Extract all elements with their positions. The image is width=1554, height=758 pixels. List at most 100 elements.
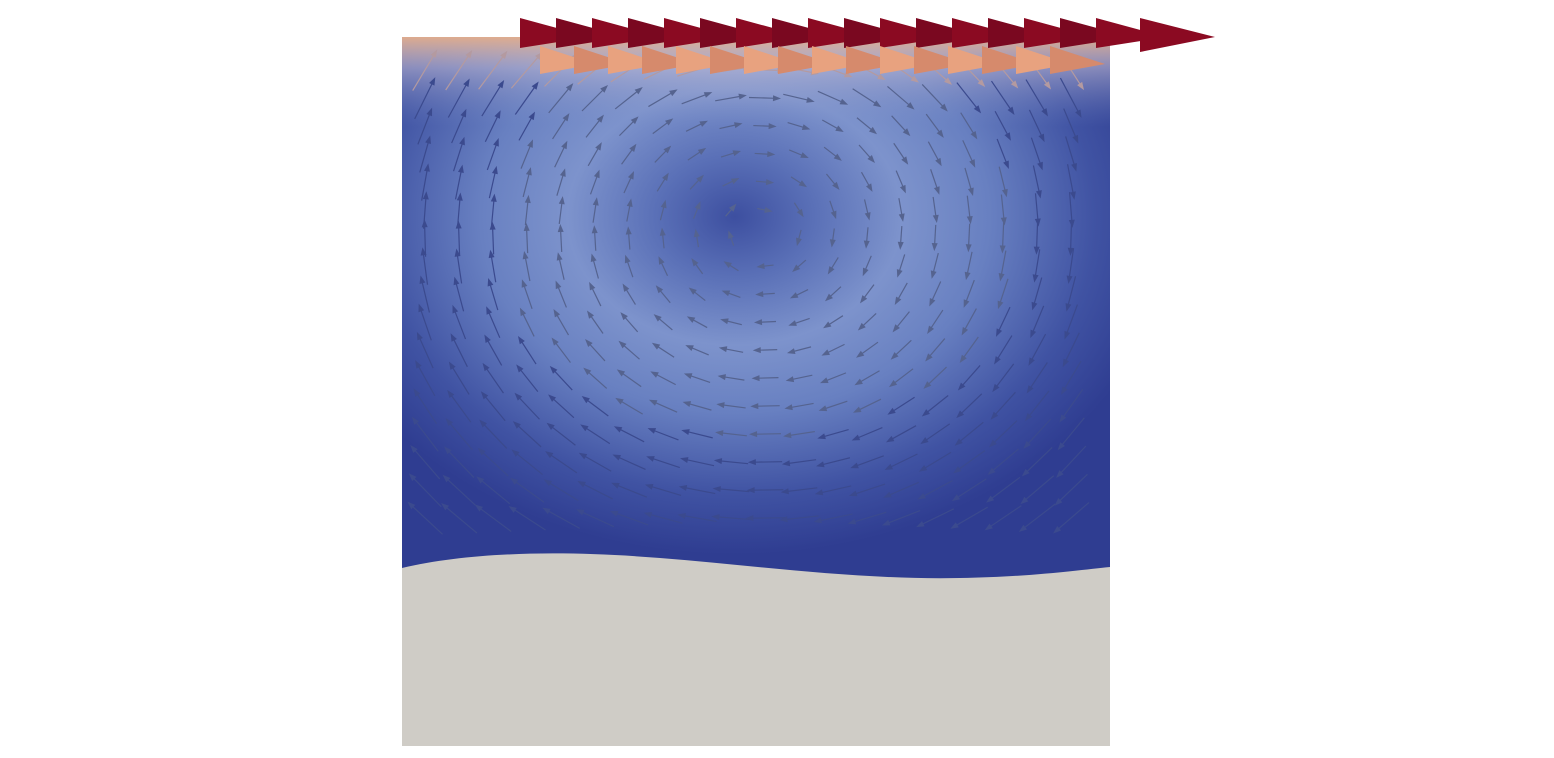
velocity-arrow xyxy=(747,459,783,466)
velocity-arrow xyxy=(927,309,944,334)
velocity-arrow xyxy=(442,474,476,506)
lid-arrow xyxy=(520,18,590,48)
velocity-arrow xyxy=(557,224,564,252)
velocity-arrow xyxy=(998,250,1007,282)
velocity-arrow xyxy=(1018,503,1056,532)
velocity-arrow xyxy=(925,338,946,362)
lid-arrow xyxy=(988,18,1058,48)
velocity-arrow xyxy=(523,222,530,254)
velocity-arrow xyxy=(951,478,987,502)
velocity-arrow xyxy=(888,368,914,388)
velocity-arrow xyxy=(452,304,467,340)
velocity-arrow xyxy=(514,392,540,420)
velocity-arrow xyxy=(961,308,977,336)
velocity-arrow xyxy=(612,454,646,471)
velocity-arrow xyxy=(648,89,678,108)
velocity-arrow xyxy=(420,247,429,285)
velocity-arrow xyxy=(680,457,715,467)
velocity-arrow xyxy=(897,226,904,250)
velocity-arrow xyxy=(554,140,568,168)
shear-arrow xyxy=(880,46,935,74)
velocity-arrow xyxy=(963,279,975,308)
velocity-arrow xyxy=(553,308,570,336)
velocity-arrow xyxy=(520,139,533,169)
velocity-arrow xyxy=(881,509,921,526)
velocity-arrow xyxy=(917,480,953,500)
velocity-arrow xyxy=(989,420,1018,448)
velocity-arrow xyxy=(751,375,779,382)
shear-arrow xyxy=(914,46,969,74)
velocity-arrow xyxy=(1057,417,1085,451)
velocity-arrow xyxy=(488,165,498,199)
velocity-arrow xyxy=(481,79,505,117)
velocity-arrow xyxy=(613,426,645,443)
velocity-arrow xyxy=(787,122,811,130)
velocity-arrow xyxy=(921,395,949,417)
velocity-arrow xyxy=(1032,249,1041,283)
velocity-arrow xyxy=(482,362,504,394)
lid-arrow xyxy=(664,18,734,48)
velocity-arrow xyxy=(1020,475,1055,505)
velocity-arrow xyxy=(1030,137,1043,171)
velocity-arrow xyxy=(407,501,443,535)
velocity-arrow xyxy=(847,511,887,525)
velocity-arrow xyxy=(965,223,972,253)
velocity-arrow xyxy=(445,418,473,451)
velocity-arrow xyxy=(996,138,1009,170)
velocity-arrow xyxy=(648,399,678,413)
velocity-arrow xyxy=(518,111,536,141)
velocity-arrow xyxy=(414,77,436,120)
velocity-arrow xyxy=(580,424,611,445)
velocity-arrow xyxy=(860,284,875,304)
shear-arrow xyxy=(676,46,731,74)
velocity-arrow xyxy=(490,193,497,227)
velocity-arrow xyxy=(789,289,809,299)
velocity-arrow xyxy=(476,476,511,505)
velocity-arrow xyxy=(780,487,818,495)
velocity-arrow xyxy=(750,403,780,410)
velocity-arrow xyxy=(625,226,632,250)
velocity-arrow xyxy=(1025,79,1049,117)
velocity-arrow xyxy=(887,396,915,415)
velocity-arrow xyxy=(651,342,675,358)
velocity-arrow xyxy=(920,423,951,445)
velocity-arrow xyxy=(1056,445,1087,479)
fluid-region xyxy=(402,37,1110,582)
velocity-arrow xyxy=(932,196,939,224)
velocity-arrow xyxy=(511,449,543,476)
lid-arrow xyxy=(916,18,986,48)
velocity-arrow xyxy=(748,95,781,102)
velocity-arrow xyxy=(856,341,879,358)
velocity-arrow xyxy=(921,84,948,112)
velocity-arrow xyxy=(590,253,599,279)
shear-arrow xyxy=(710,46,765,74)
velocity-arrow xyxy=(652,118,674,135)
velocity-arrow xyxy=(711,514,751,521)
shear-arrow xyxy=(642,46,697,74)
shear-arrow xyxy=(812,46,867,74)
velocity-arrow xyxy=(685,120,708,132)
velocity-arrow xyxy=(923,366,947,389)
velocity-arrow xyxy=(517,335,537,365)
velocity-arrow xyxy=(448,361,470,395)
velocity-arrow xyxy=(1028,333,1047,366)
velocity-arrow xyxy=(552,113,570,140)
velocity-arrow xyxy=(863,199,871,221)
velocity-arrow xyxy=(827,257,839,275)
velocity-arrow xyxy=(954,421,984,446)
velocity-arrow xyxy=(754,151,776,158)
velocity-arrow xyxy=(962,140,976,168)
velocity-arrow xyxy=(609,510,649,526)
velocity-arrow xyxy=(959,336,979,364)
velocity-arrow xyxy=(894,282,908,306)
velocity-arrow xyxy=(755,179,775,186)
velocity-arrow xyxy=(591,225,598,251)
velocity-arrow xyxy=(1021,447,1053,477)
velocity-arrow xyxy=(1065,276,1077,312)
velocity-arrow xyxy=(447,389,472,423)
velocity-arrow xyxy=(1067,220,1074,256)
velocity-arrow xyxy=(1024,390,1050,422)
velocity-arrow xyxy=(757,207,773,213)
lid-arrow xyxy=(736,18,806,48)
lid-velocity-arrows xyxy=(520,18,1215,74)
